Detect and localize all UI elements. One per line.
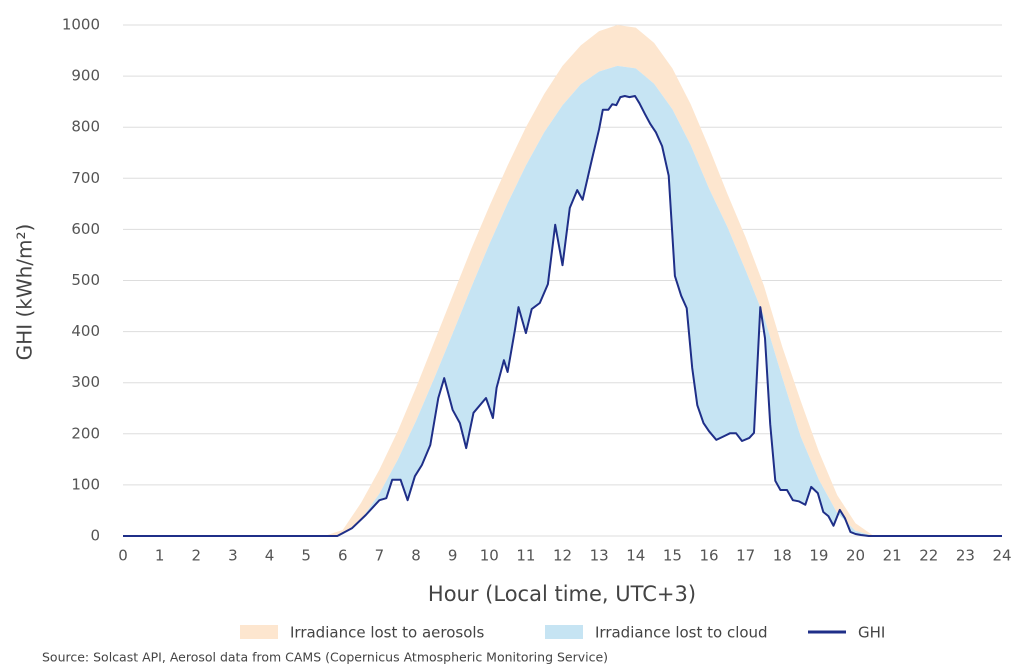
y-tick-label: 1000 [62, 16, 100, 34]
cloud-area [123, 65, 1002, 537]
y-tick-label: 0 [90, 527, 100, 545]
x-tick-label: 10 [480, 547, 499, 565]
x-tick-label: 2 [191, 547, 201, 565]
y-tick-label: 900 [71, 67, 100, 85]
x-tick-label: 12 [553, 547, 572, 565]
x-tick-label: 3 [228, 547, 238, 565]
x-tick-label: 22 [919, 547, 938, 565]
x-tick-label: 24 [992, 547, 1011, 565]
x-tick-label: 11 [516, 547, 535, 565]
legend-label: GHI [858, 624, 885, 642]
aerosol-area [324, 25, 874, 536]
plot-area [123, 24, 1002, 537]
x-tick-label: 6 [338, 547, 348, 565]
x-tick-label: 15 [663, 547, 682, 565]
legend-swatch [240, 625, 278, 639]
y-tick-label: 200 [71, 424, 100, 442]
y-tick-label: 700 [71, 169, 100, 187]
x-tick-label: 5 [301, 547, 311, 565]
x-tick-label: 21 [883, 547, 902, 565]
y-tick-label: 300 [71, 373, 100, 391]
x-tick-label: 20 [846, 547, 865, 565]
ghi-line [123, 95, 1002, 537]
legend-swatch [545, 625, 583, 639]
y-tick-label: 600 [71, 220, 100, 238]
x-tick-label: 23 [956, 547, 975, 565]
y-tick-label: 500 [71, 271, 100, 289]
x-tick-label: 14 [626, 547, 645, 565]
x-tick-label: 16 [699, 547, 718, 565]
x-tick-label: 18 [773, 547, 792, 565]
y-tick-label: 400 [71, 322, 100, 340]
legend-label: Irradiance lost to aerosols [290, 624, 485, 642]
x-axis-label: Hour (Local time, UTC+3) [428, 582, 696, 606]
x-tick-label: 7 [375, 547, 385, 565]
x-tick-label: 9 [448, 547, 458, 565]
x-tick-label: 1 [155, 547, 165, 565]
legend-label: Irradiance lost to cloud [595, 624, 768, 642]
y-tick-label: 100 [71, 475, 100, 493]
legend-item: GHI [808, 624, 885, 642]
x-tick-label: 19 [809, 547, 828, 565]
x-tick-label: 13 [590, 547, 609, 565]
y-tick-label: 800 [71, 118, 100, 136]
x-tick-label: 0 [118, 547, 128, 565]
legend-item: Irradiance lost to aerosols [240, 624, 485, 642]
source-note: Source: Solcast API, Aerosol data from C… [42, 650, 608, 664]
x-tick-label: 8 [411, 547, 421, 565]
x-tick-label: 4 [265, 547, 275, 565]
x-tick-label: 17 [736, 547, 755, 565]
legend-item: Irradiance lost to cloud [545, 624, 768, 642]
y-axis-label: GHI (kWh/m²) [13, 224, 37, 361]
